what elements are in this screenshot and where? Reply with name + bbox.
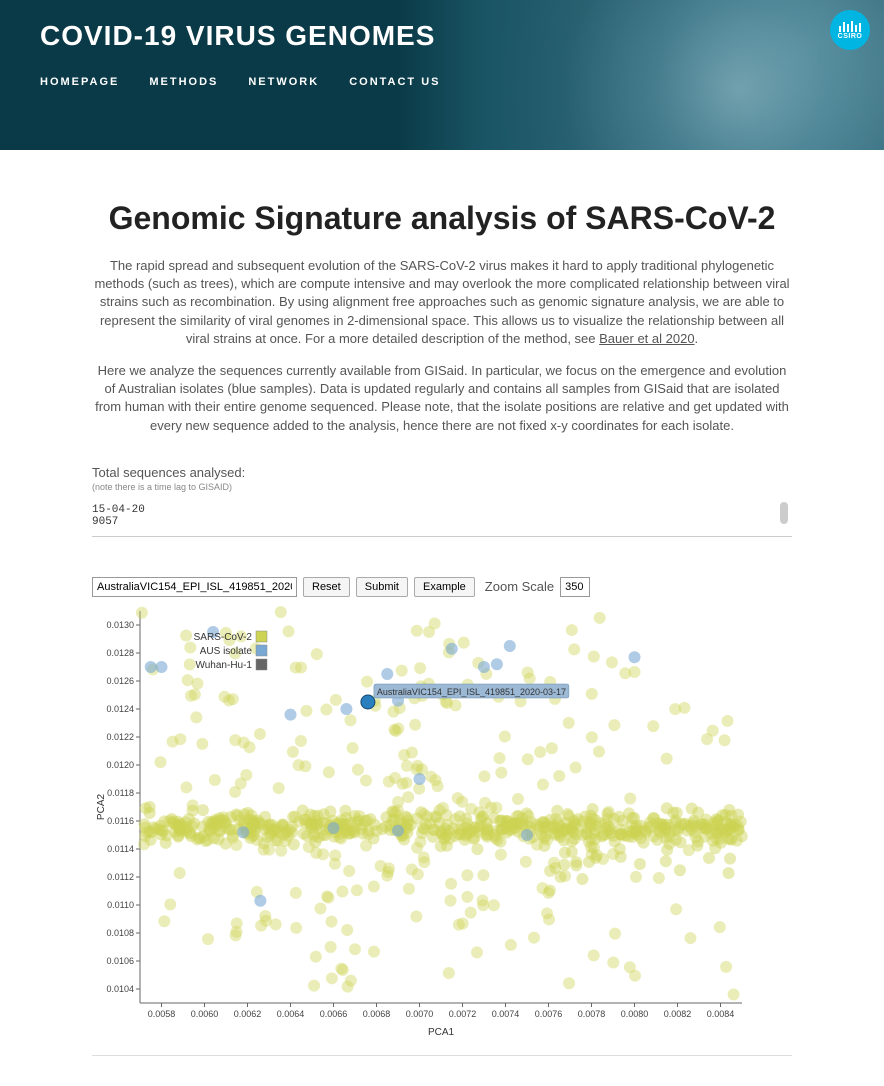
svg-text:0.0106: 0.0106 bbox=[106, 956, 134, 966]
svg-text:0.0082: 0.0082 bbox=[664, 1009, 692, 1019]
svg-text:0.0062: 0.0062 bbox=[234, 1009, 262, 1019]
svg-text:0.0084: 0.0084 bbox=[707, 1009, 735, 1019]
logo-text: CSIRO bbox=[838, 33, 863, 40]
svg-text:0.0108: 0.0108 bbox=[106, 928, 134, 938]
svg-text:0.0120: 0.0120 bbox=[106, 760, 134, 770]
svg-text:PCA1: PCA1 bbox=[428, 1027, 455, 1038]
svg-text:0.0070: 0.0070 bbox=[406, 1009, 434, 1019]
svg-text:0.0124: 0.0124 bbox=[106, 704, 134, 714]
svg-text:0.0060: 0.0060 bbox=[191, 1009, 219, 1019]
svg-text:0.0078: 0.0078 bbox=[578, 1009, 606, 1019]
svg-text:PCA2: PCA2 bbox=[96, 793, 107, 820]
stats-box: 15-04-20 9057 bbox=[92, 498, 792, 537]
svg-text:0.0104: 0.0104 bbox=[106, 984, 134, 994]
logo-bars-icon bbox=[839, 20, 861, 32]
chart-container: 0.0104 0.0106 0.0108 0.0110 0.0112 0.0114 0.01… bbox=[92, 601, 792, 1056]
reference-link[interactable]: Bauer et al 2020 bbox=[599, 331, 694, 346]
svg-text:AustraliaVIC154_EPI_ISL_419851: AustraliaVIC154_EPI_ISL_419851_2020-03-1… bbox=[377, 687, 566, 697]
svg-text:AUS isolate: AUS isolate bbox=[200, 646, 253, 657]
pca-scatter-chart[interactable]: 0.0104 0.0106 0.0108 0.0110 0.0112 0.0114 0.01… bbox=[92, 601, 792, 1041]
svg-text:0.0058: 0.0058 bbox=[148, 1009, 176, 1019]
zoom-scale-input[interactable] bbox=[560, 577, 590, 597]
site-header: COVID-19 VIRUS GENOMES HOMEPAGE METHODS … bbox=[0, 0, 884, 150]
example-button[interactable]: Example bbox=[414, 577, 475, 597]
intro-text: The rapid spread and subsequent evolutio… bbox=[92, 257, 792, 435]
svg-text:0.0066: 0.0066 bbox=[320, 1009, 348, 1019]
svg-text:0.0080: 0.0080 bbox=[621, 1009, 649, 1019]
reset-button[interactable]: Reset bbox=[303, 577, 350, 597]
site-title: COVID-19 VIRUS GENOMES bbox=[40, 20, 844, 52]
nav-link-contact[interactable]: CONTACT US bbox=[349, 76, 440, 88]
svg-text:0.0076: 0.0076 bbox=[535, 1009, 563, 1019]
chart-controls: Reset Submit Example Zoom Scale bbox=[92, 577, 792, 597]
svg-text:0.0118: 0.0118 bbox=[107, 788, 134, 798]
svg-text:0.0074: 0.0074 bbox=[492, 1009, 520, 1019]
svg-text:0.0126: 0.0126 bbox=[106, 676, 134, 686]
csiro-logo[interactable]: CSIRO bbox=[830, 10, 870, 50]
stats-section: Total sequences analysed: (note there is… bbox=[92, 465, 792, 537]
submit-button[interactable]: Submit bbox=[356, 577, 408, 597]
stats-note: (note there is a time lag to GISAID) bbox=[92, 482, 792, 492]
svg-text:0.0112: 0.0112 bbox=[107, 872, 134, 882]
svg-text:0.0122: 0.0122 bbox=[106, 732, 134, 742]
main-nav: HOMEPAGE METHODS NETWORK CONTACT US bbox=[40, 76, 844, 88]
page-content: Genomic Signature analysis of SARS-CoV-2… bbox=[72, 150, 812, 1086]
svg-text:0.0110: 0.0110 bbox=[107, 900, 134, 910]
nav-link-network[interactable]: NETWORK bbox=[248, 76, 319, 88]
search-input[interactable] bbox=[92, 577, 297, 597]
svg-text:0.0064: 0.0064 bbox=[277, 1009, 305, 1019]
scrollbar-thumb[interactable] bbox=[780, 502, 788, 524]
svg-text:0.0068: 0.0068 bbox=[363, 1009, 391, 1019]
intro-paragraph-1: The rapid spread and subsequent evolutio… bbox=[92, 257, 792, 348]
stats-count: 9057 bbox=[92, 516, 792, 528]
zoom-scale-label: Zoom Scale bbox=[485, 579, 554, 594]
nav-link-methods[interactable]: METHODS bbox=[149, 76, 218, 88]
nav-link-homepage[interactable]: HOMEPAGE bbox=[40, 76, 119, 88]
svg-text:0.0072: 0.0072 bbox=[449, 1009, 477, 1019]
svg-text:0.0128: 0.0128 bbox=[106, 648, 134, 658]
intro-paragraph-2: Here we analyze the sequences currently … bbox=[92, 362, 792, 435]
stats-date: 15-04-20 bbox=[92, 504, 792, 516]
svg-text:Wuhan-Hu-1: Wuhan-Hu-1 bbox=[195, 660, 252, 671]
svg-text:0.0130: 0.0130 bbox=[106, 620, 134, 630]
svg-text:SARS-CoV-2: SARS-CoV-2 bbox=[194, 632, 253, 643]
svg-text:0.0114: 0.0114 bbox=[107, 844, 134, 854]
svg-text:0.0116: 0.0116 bbox=[107, 816, 134, 826]
stats-label: Total sequences analysed: bbox=[92, 465, 792, 480]
page-title: Genomic Signature analysis of SARS-CoV-2 bbox=[92, 200, 792, 237]
